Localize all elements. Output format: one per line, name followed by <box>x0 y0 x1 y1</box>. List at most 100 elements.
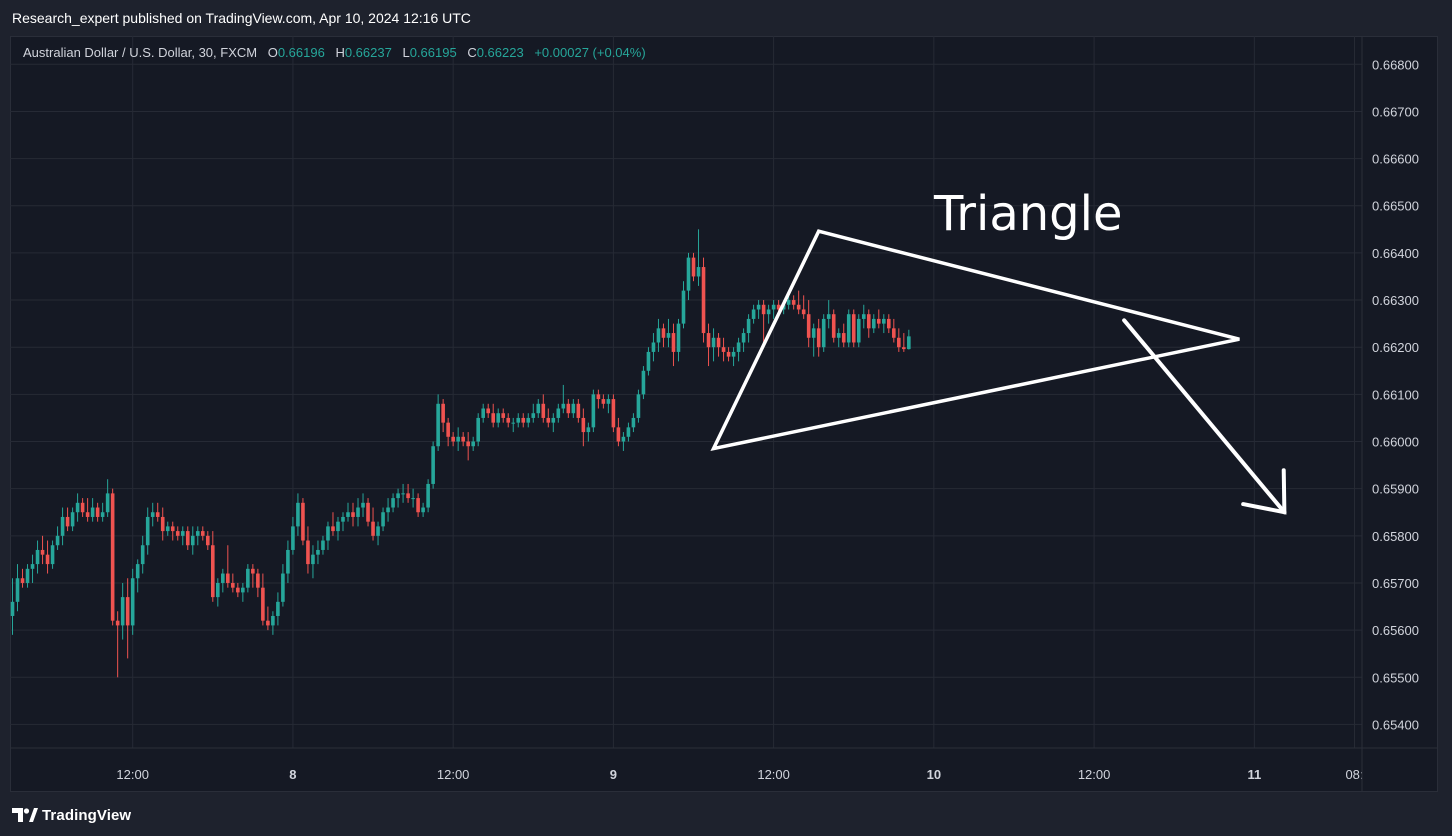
candle-body <box>210 545 215 598</box>
candle-body <box>731 351 736 357</box>
candle-body <box>231 582 235 588</box>
candle-body <box>336 521 340 532</box>
close-value: 0.66223 <box>476 45 524 60</box>
candle-body <box>856 318 861 343</box>
candle-body <box>551 417 556 423</box>
candle-body <box>115 620 120 626</box>
candle-body <box>356 507 360 517</box>
price-axis-label: 0.66600 <box>1372 152 1419 167</box>
candle-body <box>771 304 776 310</box>
candle-body <box>536 403 541 414</box>
candle-body <box>190 535 195 546</box>
low-label: L <box>402 45 410 60</box>
high-value: 0.66237 <box>344 45 392 60</box>
candle-body <box>701 267 706 334</box>
candle-body <box>421 507 425 513</box>
price-axis-label: 0.66100 <box>1372 387 1419 402</box>
price-axis-label: 0.66000 <box>1372 435 1419 450</box>
candle-body <box>461 436 465 442</box>
candle-body <box>706 333 711 348</box>
candle-body <box>511 422 516 424</box>
candle-body <box>676 323 681 352</box>
open-value: 0.66196 <box>277 45 325 60</box>
time-axis-label: 8 <box>289 767 296 782</box>
high-label: H <box>335 45 345 60</box>
price-axis-label: 0.65800 <box>1372 529 1419 544</box>
candle-body <box>871 318 876 329</box>
time-axis-label: 12:00 <box>757 767 790 782</box>
candle-body <box>881 318 886 324</box>
arrow-head-icon[interactable] <box>1241 468 1287 515</box>
candle-body <box>516 417 521 423</box>
candle-body <box>711 337 716 348</box>
candle-body <box>396 493 400 499</box>
candle-body <box>726 351 731 357</box>
candle-body <box>541 403 546 418</box>
candle-body <box>10 601 15 616</box>
candle-body <box>446 422 450 437</box>
candle-body <box>646 351 651 371</box>
publish-header: Research_expert published on TradingView… <box>0 0 1452 36</box>
candle-body <box>866 314 871 329</box>
candle-body <box>531 413 536 418</box>
price-axis-label: 0.65900 <box>1372 482 1419 497</box>
candle-body <box>140 545 145 565</box>
candle-body <box>631 417 636 428</box>
candle-body <box>80 502 85 513</box>
candle-body <box>311 554 315 565</box>
candle-body <box>641 370 646 395</box>
candle-body <box>70 512 75 527</box>
candle-body <box>566 403 571 414</box>
candle-body <box>100 512 105 517</box>
candle-body <box>611 399 616 428</box>
candle-body <box>861 314 866 319</box>
arrow-shaft[interactable] <box>1122 318 1287 515</box>
price-axis-label: 0.65500 <box>1372 670 1419 685</box>
candle-body <box>681 290 686 324</box>
candle-body <box>426 483 430 508</box>
candle-body <box>546 417 551 423</box>
candle-body <box>786 300 791 305</box>
candle-body <box>175 531 180 536</box>
candle-body <box>651 342 656 352</box>
triangle-pattern-drawing[interactable] <box>710 229 1240 452</box>
price-axis-label: 0.65600 <box>1372 623 1419 638</box>
candle-body <box>180 531 185 536</box>
footer-branding[interactable]: TradingView <box>12 805 131 825</box>
candle-body <box>90 507 95 517</box>
candle-body <box>85 512 90 517</box>
candlestick-chart[interactable]: 0.66800 0.66700 0.66600 0.66500 0.66400 0.663… <box>10 36 1438 792</box>
candle-body <box>65 516 70 527</box>
candle-body <box>226 573 230 583</box>
candle-body <box>456 436 460 442</box>
candle-body <box>586 427 591 433</box>
candle-body <box>686 257 691 291</box>
time-axis-label: 10 <box>927 767 941 782</box>
candle-body <box>616 427 621 442</box>
candle-body <box>306 540 310 565</box>
candle-body <box>897 337 901 348</box>
price-axis-label: 0.66700 <box>1372 104 1419 119</box>
candle-body <box>556 408 561 418</box>
candle-body <box>371 521 375 536</box>
candle-body <box>236 587 240 593</box>
triangle-annotation-label[interactable]: Triangle <box>933 186 1123 242</box>
candle-body <box>45 554 50 565</box>
candle-body <box>60 516 65 536</box>
candle-body <box>195 531 200 536</box>
candle-body <box>801 309 806 315</box>
candle-body <box>576 403 581 418</box>
candle-body <box>846 314 851 343</box>
candle-body <box>261 587 265 621</box>
candle-body <box>506 417 511 423</box>
candle-body <box>751 309 756 319</box>
price-axis-label: 0.65700 <box>1372 576 1419 591</box>
candle-body <box>756 304 761 310</box>
candle-body <box>486 408 491 414</box>
candle-body <box>150 512 155 517</box>
candle-body <box>155 512 160 517</box>
candle-body <box>626 427 631 437</box>
published-line: Research_expert published on TradingView… <box>12 10 471 26</box>
candle-body <box>811 328 816 338</box>
candle-body <box>521 417 526 423</box>
